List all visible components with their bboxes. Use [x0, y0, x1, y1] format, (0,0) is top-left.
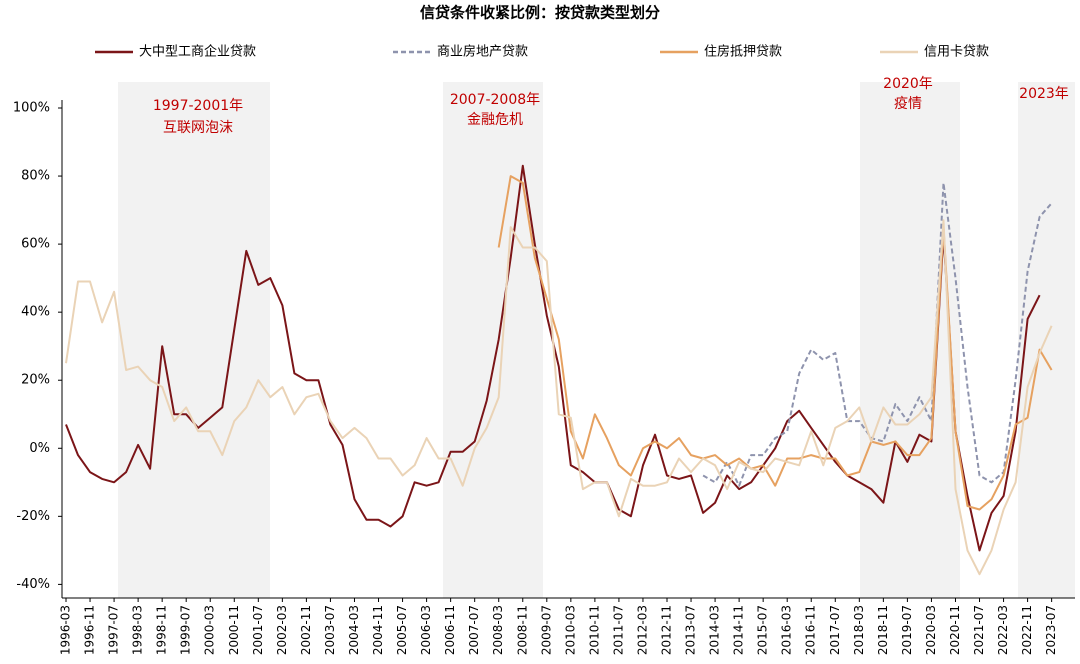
x-tick-label: 2016-03 [780, 605, 794, 655]
x-tick-label: 2018-11 [876, 605, 890, 655]
legend-label: 信用卡贷款 [924, 45, 989, 60]
x-tick-label: 2005-07 [395, 605, 409, 655]
x-tick-label: 2006-11 [443, 605, 457, 655]
x-tick-label: 2008-11 [515, 605, 529, 655]
x-tick-label: 2004-11 [371, 605, 385, 655]
x-tick-label: 2023-07 [1044, 605, 1058, 655]
x-tick-label: 1996-03 [59, 605, 73, 655]
annotation: 互联网泡沫 [163, 120, 233, 136]
y-tick-label: 100% [13, 101, 50, 116]
x-tick-label: 2000-11 [227, 605, 241, 655]
period-shade [860, 82, 960, 598]
x-tick-label: 1999-07 [179, 605, 193, 655]
x-tick-label: 2014-03 [708, 605, 722, 655]
x-tick-label: 2022-03 [996, 605, 1010, 655]
x-tick-label: 2002-11 [299, 605, 313, 655]
x-tick-label: 1998-11 [155, 605, 169, 655]
x-tick-label: 2008-03 [491, 605, 505, 655]
x-tick-label: 2011-07 [611, 605, 625, 655]
x-tick-label: 2021-07 [972, 605, 986, 655]
legend-label: 住房抵押贷款 [704, 44, 782, 60]
chart-title: 信贷条件收紧比例：按贷款类型划分 [420, 4, 660, 22]
x-tick-label: 1998-03 [131, 605, 145, 655]
series-line [65, 219, 1053, 576]
y-tick-label: -20% [16, 509, 50, 524]
x-tick-label: 2015-07 [756, 605, 770, 655]
series-line [497, 175, 1053, 511]
y-tick-label: 60% [21, 237, 50, 252]
y-tick-label: 20% [21, 373, 50, 388]
annotation: 2007-2008年 [450, 92, 540, 108]
legend-label: 大中型工商企业贷款 [139, 44, 256, 60]
series-line [702, 181, 1053, 487]
x-tick-label: 1997-07 [107, 605, 121, 655]
annotation: 2023年 [1019, 86, 1069, 102]
y-tick-label: 40% [21, 305, 50, 320]
x-tick-label: 2010-03 [563, 605, 577, 655]
annotation: 2020年 [883, 76, 933, 92]
x-tick-label: 2009-07 [539, 605, 553, 655]
y-tick-label: -40% [16, 577, 50, 592]
x-tick-label: 2006-03 [419, 605, 433, 655]
x-tick-label: 2003-07 [323, 605, 337, 655]
x-tick-label: 1996-11 [83, 605, 97, 655]
x-tick-label: 2014-11 [732, 605, 746, 655]
x-tick-label: 2018-03 [852, 605, 866, 655]
x-tick-label: 2020-11 [948, 605, 962, 655]
x-tick-label: 2013-07 [684, 605, 698, 655]
annotation: 疫情 [894, 96, 922, 112]
period-shade [118, 82, 270, 598]
x-tick-label: 2020-03 [924, 605, 938, 655]
x-tick-label: 2002-03 [275, 605, 289, 655]
y-tick-label: 80% [21, 169, 50, 184]
annotation: 1997-2001年 [153, 98, 243, 114]
shading [118, 82, 1075, 598]
period-shade [443, 82, 543, 598]
x-tick-label: 2017-07 [828, 605, 842, 655]
x-tick-label: 2016-11 [804, 605, 818, 655]
x-tick-label: 2012-11 [660, 605, 674, 655]
x-tick-label: 2019-07 [900, 605, 914, 655]
annotation: 金融危机 [467, 112, 523, 128]
y-tick-label: 0% [29, 441, 50, 456]
legend-label: 商业房地产贷款 [437, 44, 528, 60]
x-tick-label: 2000-03 [203, 605, 217, 655]
period-shade [1018, 82, 1075, 598]
x-tick-label: 2022-11 [1020, 605, 1034, 655]
x-tick-label: 2004-03 [347, 605, 361, 655]
x-tick-label: 2007-07 [467, 605, 481, 655]
x-tick-label: 2010-11 [587, 605, 601, 655]
x-tick-label: 2012-03 [635, 605, 649, 655]
x-tick-label: 2001-07 [251, 605, 265, 655]
